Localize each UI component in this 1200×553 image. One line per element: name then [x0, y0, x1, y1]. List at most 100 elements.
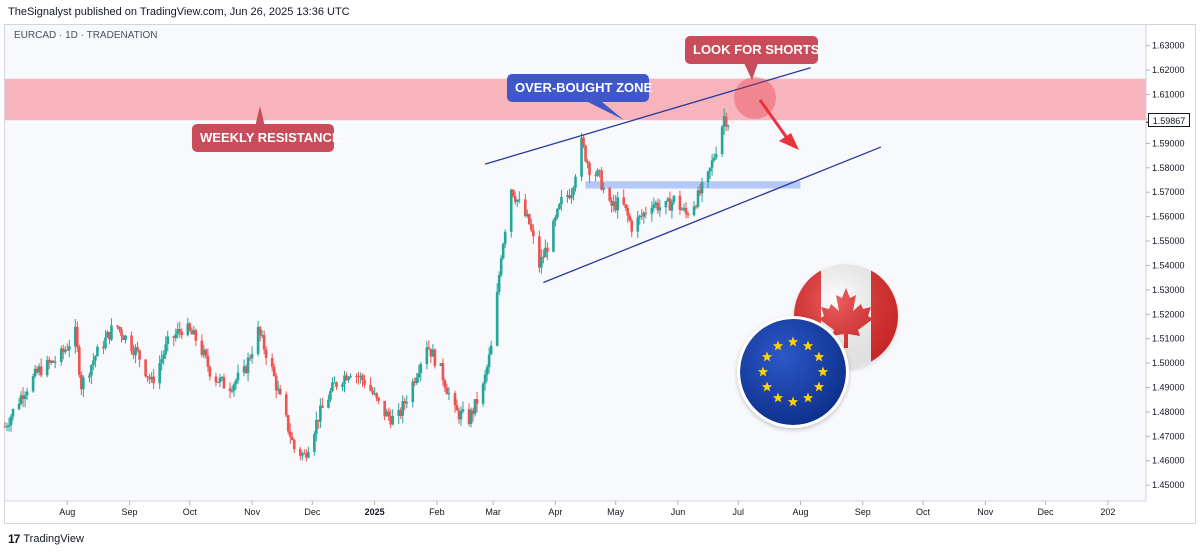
candle [206, 348, 210, 372]
candle-body [503, 231, 507, 244]
candle-body [546, 247, 549, 252]
footer-brand[interactable]: TradingView [23, 533, 84, 545]
candle [664, 200, 668, 215]
candle-body [441, 363, 445, 381]
candle-body [473, 399, 477, 414]
annotation-layer [255, 63, 1150, 150]
candle [523, 194, 527, 218]
candle-body [152, 376, 155, 384]
eu-star [757, 366, 769, 377]
candle-body [5, 426, 9, 428]
candle-body [148, 377, 151, 380]
candle-body [636, 217, 640, 232]
candle [558, 202, 561, 210]
candle [375, 392, 378, 402]
candle-body [51, 360, 55, 363]
candle-body [405, 402, 409, 404]
candle-body [654, 202, 658, 205]
candle [389, 409, 392, 429]
candle [162, 350, 165, 365]
candle [158, 355, 161, 390]
candle-body [106, 331, 109, 338]
candle [441, 358, 445, 386]
candle [25, 387, 29, 400]
candle-body [278, 388, 282, 395]
tradingview-logo-icon[interactable]: 17 [8, 532, 20, 546]
eu-flag-icon [737, 316, 849, 428]
candle-body [457, 410, 461, 420]
candle-body [497, 275, 501, 292]
candle-body [554, 217, 557, 221]
candle [174, 328, 178, 342]
overbought-zone-callout: OVER-BOUGHT ZONE [507, 74, 652, 102]
candle [51, 360, 55, 363]
candle-body [538, 236, 541, 268]
candle-body [63, 349, 67, 353]
candle [373, 387, 376, 396]
x-tick-label: Mar [485, 507, 501, 517]
candle-body [483, 374, 487, 384]
candle [208, 365, 212, 381]
candle-body [9, 416, 13, 426]
candle-body [244, 366, 248, 373]
candle [608, 186, 611, 203]
candle [166, 330, 170, 352]
candle-body [686, 213, 690, 216]
candle-body [67, 346, 71, 350]
candle-body [684, 207, 688, 214]
candle-body [385, 411, 388, 417]
candle [570, 188, 573, 204]
candle-body [234, 380, 238, 385]
candle [698, 184, 702, 196]
candle [321, 397, 324, 408]
candle-body [134, 347, 137, 356]
candle [120, 326, 123, 343]
x-tick-label: Oct [183, 507, 198, 517]
candle-body [389, 416, 392, 425]
candle-body [445, 387, 449, 395]
candle-body [628, 215, 632, 221]
eu-star [813, 351, 825, 362]
candle [666, 196, 670, 203]
symbol-label[interactable]: EURCAD · 1D · TRADENATION [14, 30, 158, 41]
candle-body [190, 330, 194, 335]
candle [499, 255, 503, 278]
candle [469, 407, 473, 428]
candle-body [288, 431, 292, 437]
candle-body [164, 344, 168, 355]
candle [447, 387, 451, 401]
candle [584, 144, 587, 163]
candle [148, 373, 151, 384]
candle [453, 390, 457, 413]
candle-body [495, 291, 499, 346]
candle [568, 188, 571, 200]
candle [216, 381, 220, 383]
y-tick-label: 1.45000 [1152, 480, 1185, 490]
candle [431, 344, 435, 357]
candle-body [527, 214, 531, 225]
candle-body [532, 230, 535, 237]
candle [37, 363, 41, 376]
upper-channel-line [484, 67, 811, 165]
y-tick-label: 1.56000 [1152, 212, 1185, 222]
candle [220, 376, 224, 382]
candle-body [88, 375, 91, 378]
candle-body [469, 410, 473, 424]
candle-body [180, 331, 184, 336]
candle [176, 322, 180, 339]
candle-body [610, 200, 613, 206]
candle-body [598, 170, 601, 172]
candle-body [11, 409, 15, 417]
candle [700, 178, 704, 202]
candle [487, 347, 491, 374]
candle-body [427, 347, 431, 349]
candle [527, 213, 531, 226]
axes-layer: 1.45000 1.46000 1.47000 1.48000 1.49000 1.500… [5, 25, 1185, 517]
candle-body [656, 202, 660, 211]
candle-body [692, 206, 696, 216]
candle [684, 202, 688, 219]
candle [475, 391, 479, 413]
candle [495, 283, 499, 347]
candle [164, 336, 168, 360]
candle-body [33, 368, 37, 377]
